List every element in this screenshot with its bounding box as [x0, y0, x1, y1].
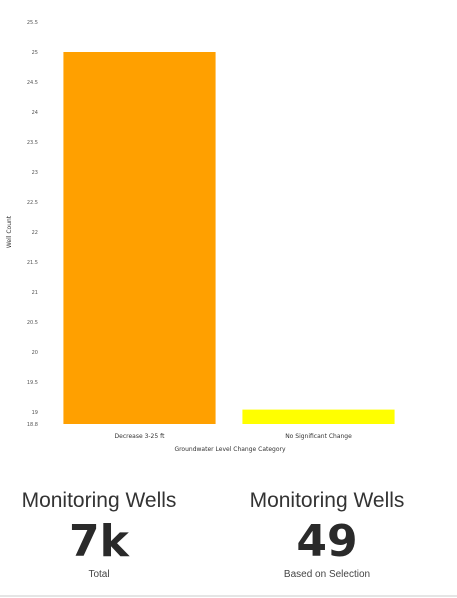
bar-2[interactable]	[242, 410, 394, 424]
bar-1[interactable]	[63, 52, 215, 424]
y-tick-label: 24	[32, 110, 38, 116]
x-category-label: No Significant Change	[285, 433, 352, 440]
kpi-selected-wells: Monitoring Wells 49 Based on Selection	[222, 488, 432, 582]
y-tick-label: 24.5	[27, 80, 38, 86]
y-tick-label: 20	[32, 350, 38, 356]
y-tick-label: 20.5	[27, 320, 38, 326]
y-tick-label: 25	[32, 50, 38, 56]
y-axis-title: Well Count	[6, 215, 13, 248]
y-tick-label: 21.5	[27, 260, 38, 266]
bars	[63, 52, 394, 424]
kpi-title: Monitoring Wells	[0, 488, 204, 514]
x-axis-categories: Decrease 3-25 ft No Significant Change	[115, 433, 353, 440]
y-tick-label: 23.5	[27, 140, 38, 146]
kpi-caption: Based on Selection	[222, 568, 432, 582]
x-axis-title: Groundwater Level Change Category	[174, 446, 286, 453]
kpi-value: 49	[222, 516, 432, 568]
x-category-label: Decrease 3-25 ft	[115, 433, 166, 440]
kpi-total-wells: Monitoring Wells 7k Total	[0, 488, 204, 582]
y-tick-label: 22	[32, 230, 38, 236]
y-tick-label: 19.5	[27, 380, 38, 386]
bar-chart: 25.5 25 24.5 24 23.5 23 22.5 22 21.5 21 20.5 20 19.5…	[0, 0, 457, 470]
y-tick-label: 25.5	[27, 20, 38, 26]
kpi-caption: Total	[0, 568, 204, 582]
y-tick-label: 23	[32, 170, 38, 176]
kpi-value: 7k	[0, 516, 204, 568]
chart-svg: 25.5 25 24.5 24 23.5 23 22.5 22 21.5 21 20.5 20 19.5…	[0, 0, 457, 470]
y-tick-label: 21	[32, 290, 38, 296]
divider	[0, 595, 457, 597]
y-axis-ticks: 25.5 25 24.5 24 23.5 23 22.5 22 21.5 21 20.5 20 19.5…	[27, 20, 38, 428]
kpi-title: Monitoring Wells	[222, 488, 432, 514]
y-tick-label: 19	[32, 410, 38, 416]
y-tick-label: 22.5	[27, 200, 38, 206]
y-tick-label: 18.8	[27, 422, 38, 428]
